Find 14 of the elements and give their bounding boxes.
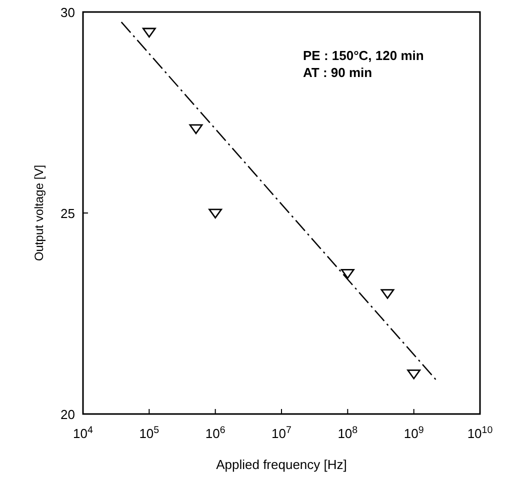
x-tick-label: 10$^{9}$ xyxy=(404,424,424,441)
x-tick-label: 10$^{4}$ xyxy=(73,424,94,441)
annotation: PE : 150°C, 120 min xyxy=(303,48,424,63)
y-tick-label: 20 xyxy=(60,407,75,422)
annotation: AT : 90 min xyxy=(303,65,372,80)
x-tick-label: 10$^{8}$ xyxy=(338,424,358,441)
x-tick-label: 10$^{6}$ xyxy=(205,424,226,441)
x-tick-label: 10$^{5}$ xyxy=(139,424,160,441)
y-tick-label: 25 xyxy=(60,206,75,221)
y-axis-title: Output voltage [V] xyxy=(32,164,46,262)
x-tick-label: 10$^{10}$ xyxy=(467,424,494,441)
x-tick-label: 10$^{7}$ xyxy=(272,424,292,441)
x-axis-title: Applied frequency [Hz] xyxy=(216,457,347,472)
y-tick-label: 30 xyxy=(60,5,75,20)
